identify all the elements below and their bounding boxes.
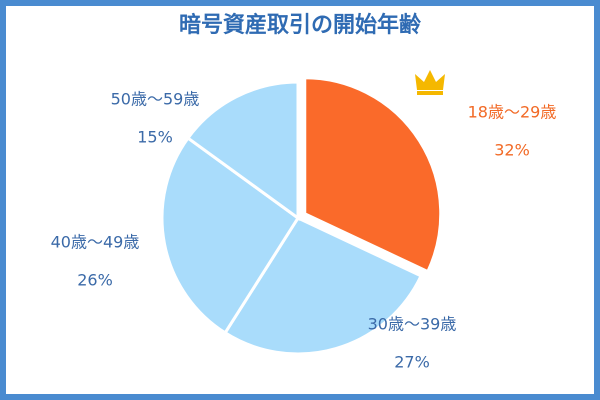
pie-slice [160, 135, 301, 335]
crown-icon [415, 70, 445, 95]
pie-slice [185, 80, 300, 221]
slice-value-label: 15% [137, 128, 173, 147]
slice-category-label: 30歳～39歳 [368, 315, 457, 334]
slice-value-label: 26% [77, 271, 113, 290]
slice-category-label: 18歳～29歳 [468, 103, 557, 122]
slice-value-label: 27% [394, 353, 430, 372]
slice-category-label: 50歳～59歳 [111, 90, 200, 109]
chart-title: 暗号資産取引の開始年齢 [179, 12, 422, 38]
slice-category-label: 40歳～49歳 [51, 233, 140, 252]
pie-slice [223, 216, 424, 356]
pie-slice [303, 76, 443, 274]
slice-value-label: 32% [494, 141, 530, 160]
